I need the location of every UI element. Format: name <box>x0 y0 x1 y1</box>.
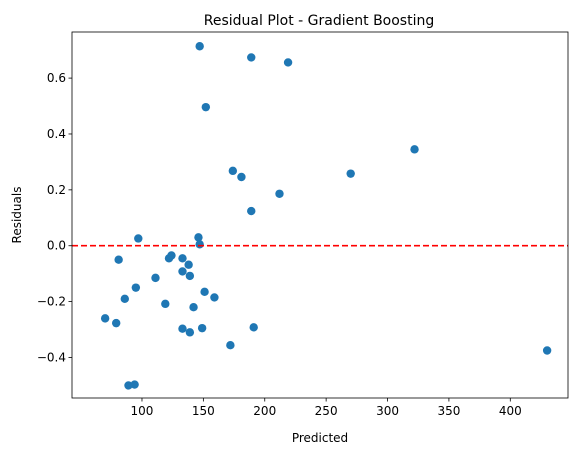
y-axis-label: Residuals <box>10 187 24 244</box>
data-point <box>178 267 187 276</box>
data-point <box>111 318 121 328</box>
data-point <box>195 240 204 249</box>
y-tick-label: −0.4 <box>37 350 66 364</box>
x-tick-label: 200 <box>253 404 276 418</box>
data-point <box>178 324 187 333</box>
data-point <box>197 323 207 333</box>
y-tick-label: 0.4 <box>47 127 66 141</box>
data-point <box>167 251 176 260</box>
points-layer <box>100 42 552 390</box>
data-point <box>200 287 209 297</box>
data-point <box>185 271 195 281</box>
data-point <box>542 346 552 355</box>
x-tick-label: 250 <box>315 404 338 418</box>
data-point <box>184 260 193 269</box>
plot-area-frame <box>71 31 569 399</box>
x-tick-label: 350 <box>437 404 460 418</box>
y-tick-label: 0.2 <box>47 183 66 197</box>
x-tick-label: 150 <box>192 404 215 418</box>
data-point <box>228 166 238 176</box>
x-tick-label: 400 <box>499 404 522 418</box>
x-axis-label: Predicted <box>292 431 348 445</box>
y-tick-label: −0.2 <box>37 295 66 309</box>
y-axis-ticks: −0.4 −0.2 0.0 0.2 0.4 0.6 <box>37 71 72 364</box>
data-point <box>120 294 129 304</box>
data-point <box>283 58 293 67</box>
data-point <box>226 340 235 350</box>
y-tick-label: 0.6 <box>47 71 66 85</box>
data-point <box>100 314 110 323</box>
chart-title: Residual Plot - Gradient Boosting <box>204 13 434 29</box>
data-point <box>210 293 219 302</box>
x-axis-ticks: 100 150 200 250 300 350 400 <box>131 398 522 418</box>
data-point <box>237 172 246 182</box>
data-point <box>131 283 141 292</box>
data-point <box>124 381 133 390</box>
data-point <box>247 206 256 216</box>
data-point <box>161 299 170 309</box>
data-point <box>194 233 203 242</box>
y-tick-label: 0.0 <box>47 239 66 253</box>
data-point <box>346 169 355 178</box>
data-point <box>185 328 195 337</box>
data-point <box>201 102 211 112</box>
data-point <box>151 273 160 283</box>
x-tick-label: 300 <box>376 404 399 418</box>
data-point <box>114 255 123 264</box>
data-point <box>247 53 256 62</box>
data-point <box>249 323 258 332</box>
data-point <box>178 254 187 263</box>
data-point <box>130 380 139 389</box>
data-point <box>189 302 198 312</box>
x-tick-label: 100 <box>131 404 154 418</box>
data-point <box>134 234 143 243</box>
data-point <box>195 42 204 51</box>
data-point <box>275 189 284 198</box>
data-point <box>410 145 419 154</box>
